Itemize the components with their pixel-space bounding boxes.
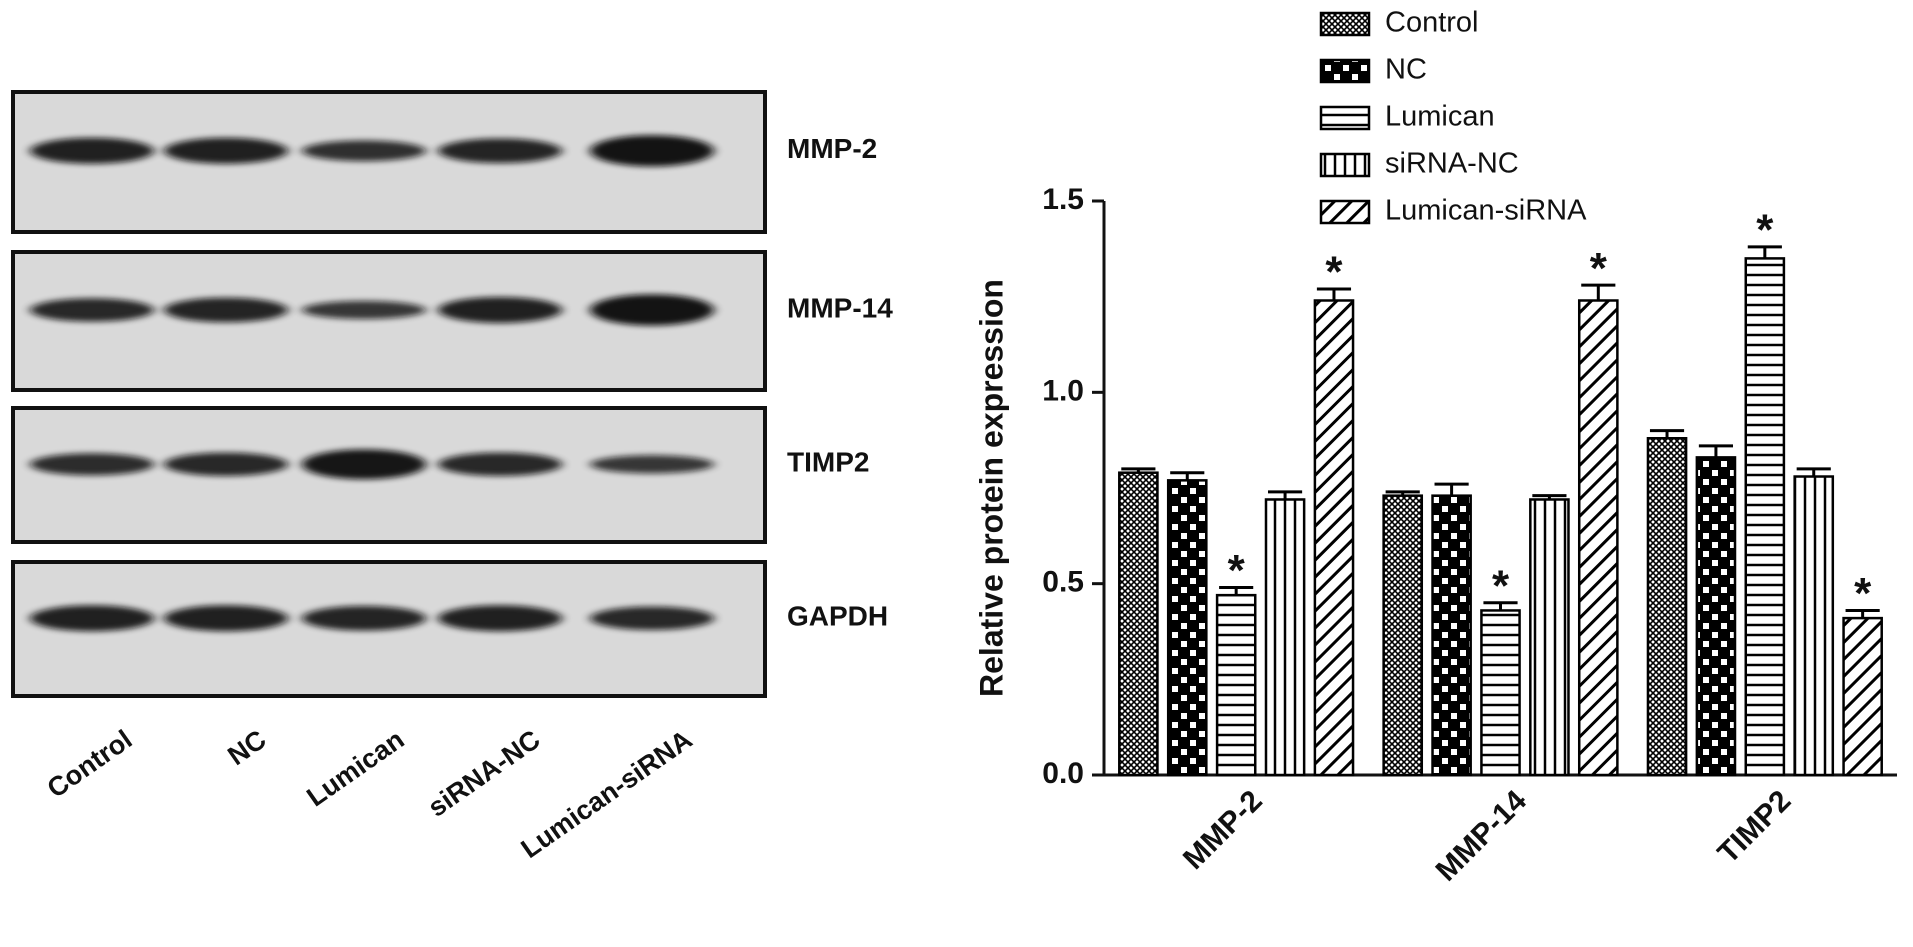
bar: [1695, 456, 1737, 777]
bar: [1431, 494, 1472, 777]
legend-label: Lumican-siRNA: [1385, 195, 1587, 227]
bar: [1577, 299, 1619, 777]
bar: [1529, 498, 1570, 777]
error-bar: [1747, 245, 1782, 259]
error-bar: [1385, 490, 1420, 496]
blot-band: [302, 449, 426, 480]
error-bar: [1796, 467, 1831, 477]
bar: [1118, 471, 1159, 777]
significance-marker: *: [1854, 569, 1872, 618]
y-tick-label: 1.0: [1042, 374, 1084, 407]
blot-band: [590, 294, 714, 326]
blot-band: [164, 137, 288, 164]
error-bar: [1483, 601, 1518, 611]
lane-label: siRNA-NC: [423, 724, 546, 823]
lane-label: Lumican: [301, 724, 409, 812]
error-bar: [1434, 482, 1469, 496]
blot-row-label: MMP-2: [787, 133, 877, 164]
blot-band: [590, 135, 714, 167]
lane-label: NC: [222, 724, 271, 771]
lane-label: Control: [42, 724, 138, 804]
x-tick-label: MMP-14: [1430, 784, 1534, 888]
y-axis-label: Relative protein expression: [973, 279, 1009, 697]
blot-band: [438, 452, 562, 476]
bar: [1744, 257, 1786, 777]
blot-band: [302, 300, 426, 320]
blot-band: [590, 455, 714, 474]
significance-marker: *: [1492, 561, 1510, 610]
x-tick-label: MMP-2: [1177, 784, 1269, 876]
blot-band: [438, 296, 562, 323]
significance-marker: *: [1228, 546, 1246, 595]
legend-swatch: [1319, 199, 1371, 225]
y-tick-label: 1.5: [1042, 183, 1084, 216]
blot-row-label: TIMP2: [787, 447, 869, 478]
bar: [1793, 475, 1835, 777]
bar: [1480, 609, 1521, 777]
error-bar: [1698, 444, 1734, 458]
legend-swatch: [1319, 152, 1371, 178]
legend-swatch: [1319, 58, 1371, 84]
legend-label: NC: [1385, 54, 1427, 86]
significance-marker: *: [1325, 248, 1343, 297]
blot-band: [30, 298, 154, 322]
legend-label: Lumican: [1385, 101, 1495, 133]
error-bar: [1267, 490, 1303, 500]
bar: [1166, 479, 1208, 777]
error-bar: [1845, 608, 1880, 619]
error-bar: [1316, 287, 1352, 301]
blot-band: [438, 605, 562, 632]
error-bar: [1581, 283, 1616, 301]
y-tick-label: 0.5: [1042, 566, 1084, 599]
error-bar: [1121, 467, 1156, 473]
legend-swatch: [1319, 105, 1371, 131]
blot-band: [30, 605, 154, 632]
bar: [1264, 498, 1306, 777]
bar: [1646, 437, 1688, 777]
error-bar: [1649, 429, 1685, 439]
blot-row-label: GAPDH: [787, 601, 888, 632]
legend-label: Control: [1385, 7, 1479, 39]
error-bar: [1219, 585, 1254, 596]
blot-band: [302, 605, 426, 631]
blot-band: [30, 453, 154, 476]
significance-marker: *: [1590, 244, 1608, 293]
blot-band: [164, 605, 288, 632]
error-bar: [1170, 471, 1205, 481]
blot-band: [438, 138, 562, 164]
legend-label: siRNA-NC: [1385, 148, 1519, 180]
blot-band: [164, 452, 288, 476]
blot-band: [164, 297, 288, 323]
blot-row-label: MMP-14: [787, 292, 893, 323]
x-tick-label: TIMP2: [1712, 784, 1798, 870]
error-bar: [1532, 494, 1567, 500]
blot-band: [302, 140, 426, 162]
significance-marker: *: [1756, 206, 1774, 255]
bar: [1842, 616, 1883, 777]
blot-band: [590, 606, 714, 630]
bar: [1313, 299, 1355, 777]
blot-band: [30, 137, 154, 164]
legend-swatch: [1319, 11, 1371, 37]
bar: [1215, 593, 1257, 777]
y-tick-label: 0.0: [1042, 757, 1084, 790]
bar: [1382, 494, 1424, 777]
